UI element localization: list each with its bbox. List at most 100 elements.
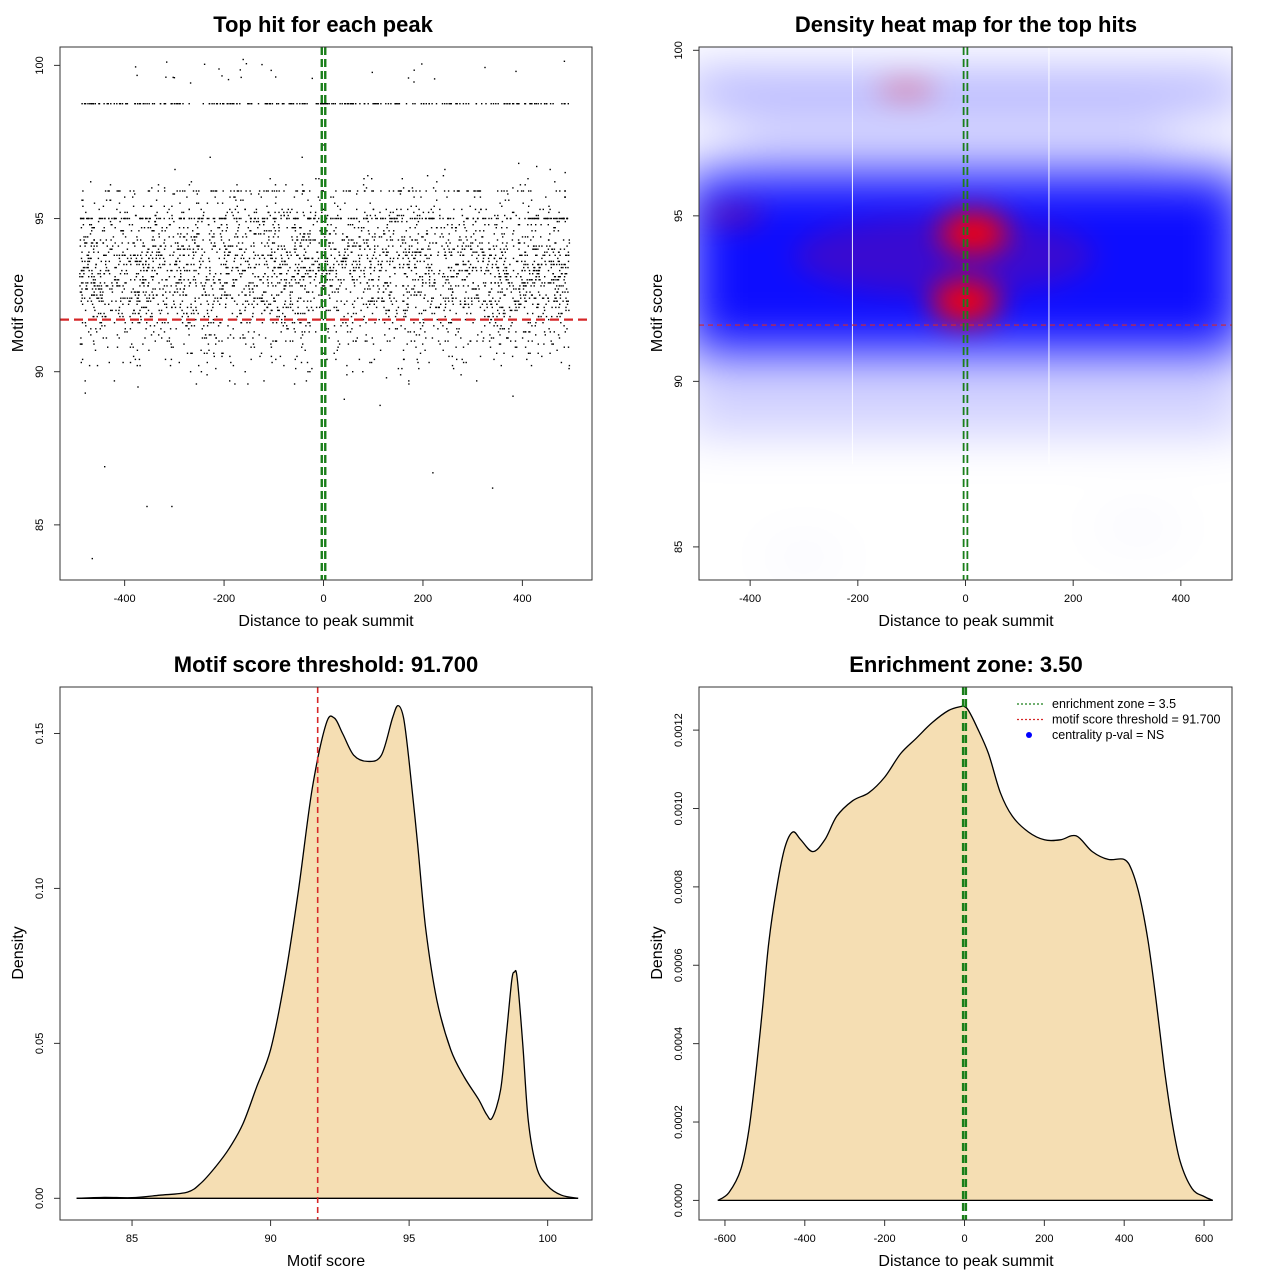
scatter-point [265, 291, 267, 293]
scatter-point [116, 254, 118, 256]
scatter-point [432, 187, 435, 189]
scatter-point [457, 285, 460, 287]
panel-scatter: Top hit for each peak -400 -200 0 200 400 85… [10, 12, 593, 630]
scatter-point [444, 276, 446, 278]
scatter-point [359, 236, 361, 238]
scatter-point [91, 294, 93, 296]
scatter-point [449, 269, 452, 272]
scatter-point [427, 211, 430, 214]
scatter-point [466, 190, 468, 192]
scatter-point [549, 331, 551, 333]
scatter-point [247, 103, 249, 105]
scatter-point [385, 269, 387, 272]
scatter-point [269, 254, 271, 256]
scatter-point [196, 202, 198, 204]
scatter-point [99, 276, 102, 278]
scatter-point [530, 279, 532, 281]
scatter-point [237, 269, 239, 272]
scatter-point [273, 300, 275, 302]
scatter-point [233, 103, 235, 105]
scatter-point [346, 257, 348, 260]
scatter-point [365, 303, 368, 305]
scatter-point [165, 303, 168, 305]
scatter-point [264, 337, 267, 339]
scatter-point [79, 343, 82, 345]
scatter-point [175, 282, 177, 284]
scatter-point [409, 217, 412, 220]
scatter-point [421, 285, 424, 287]
scatter-point [103, 103, 105, 105]
scatter-point [547, 282, 549, 284]
scatter-point [182, 236, 185, 238]
scatter-point [499, 334, 501, 336]
scatter-point [123, 263, 125, 266]
scatter-point [481, 248, 484, 250]
scatter-point [187, 315, 189, 318]
scatter-point [271, 294, 273, 296]
scatter-point [201, 328, 203, 330]
scatter-point [219, 279, 221, 281]
scatter-point [563, 346, 565, 348]
scatter-point [369, 202, 371, 204]
scatter-point [143, 279, 145, 281]
scatter-point [362, 291, 365, 293]
scatter-point [508, 306, 511, 309]
scatter-point [186, 312, 188, 315]
scatter-point [402, 257, 404, 260]
scatter-point [538, 279, 540, 281]
scatter-point [274, 233, 276, 235]
scatter-point [524, 346, 527, 348]
scatter-point [108, 260, 110, 263]
scatter-point [222, 103, 224, 105]
scatter-point [436, 199, 438, 201]
scatter-point [115, 300, 117, 302]
scatter-point [374, 245, 376, 247]
scatter-point [179, 294, 181, 296]
scatter-point [371, 337, 373, 339]
heatmap-x-ticks: -400 -200 0 200 400 [739, 580, 1190, 605]
scatter-point [545, 217, 547, 220]
scatter-point [122, 297, 124, 299]
scatter-point [542, 297, 545, 299]
scatter-point [407, 297, 409, 299]
distance-density-plot-frame [698, 686, 1233, 1221]
scatter-point [212, 322, 215, 324]
scatter-point [385, 377, 388, 379]
scatter-point [148, 266, 150, 269]
scatter-point [264, 245, 266, 247]
scatter-point [248, 214, 250, 217]
scatter-point [356, 208, 358, 211]
scatter-point [369, 361, 371, 364]
scatter-point [419, 352, 422, 354]
scatter-point [187, 322, 189, 324]
scatter-point [559, 254, 561, 256]
scatter-point [539, 294, 541, 296]
scatter-point [535, 254, 537, 256]
scatter-point [396, 251, 398, 253]
scatter-point [82, 199, 84, 201]
scatter-point [318, 294, 320, 296]
scatter-point [229, 355, 231, 358]
scatter-point [567, 260, 570, 263]
scatter-point [79, 273, 81, 275]
scatter-point [258, 334, 260, 336]
scatter-point [433, 282, 435, 284]
scatter-point [196, 227, 199, 229]
scatter-point [418, 251, 421, 253]
scatter-point [278, 230, 280, 232]
scatter-point [217, 202, 219, 204]
scatter-point [239, 69, 241, 71]
scatter-point [307, 322, 309, 324]
scatter-point [346, 325, 349, 327]
scatter-point [249, 322, 251, 324]
scatter-point [565, 254, 567, 256]
scatter-point [389, 297, 391, 299]
scatter-point [221, 230, 224, 232]
scatter-point [475, 230, 477, 232]
scatter-point [419, 294, 422, 296]
y-tick-label: 0.0002 [673, 1105, 685, 1139]
scatter-point [229, 380, 231, 382]
scatter-point [351, 276, 353, 278]
scatter-point [463, 263, 465, 266]
scatter-point [284, 263, 286, 266]
